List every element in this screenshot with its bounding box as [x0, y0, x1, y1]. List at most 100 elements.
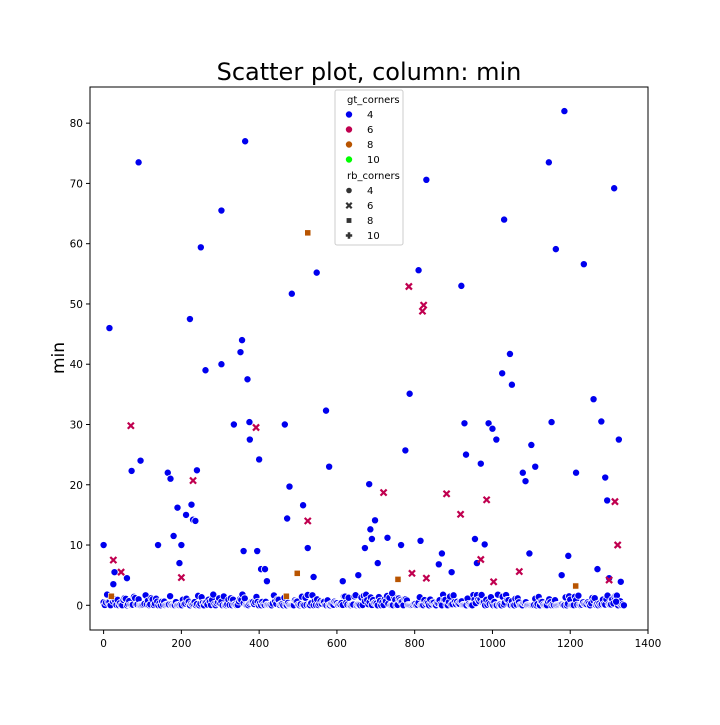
x-tick-label: 600 [327, 638, 347, 650]
baseline-point [449, 591, 458, 600]
data-point [229, 420, 238, 429]
data-point [192, 466, 201, 475]
data-point [416, 536, 425, 545]
data-point [105, 324, 114, 333]
legend-marker [345, 202, 353, 209]
data-point [614, 435, 623, 444]
data-point [293, 569, 301, 577]
data-point [460, 419, 469, 428]
y-tick-label: 60 [70, 239, 83, 251]
data-point [505, 349, 514, 358]
data-point [253, 547, 262, 556]
data-point [418, 307, 427, 316]
data-point [560, 107, 569, 116]
data-point [136, 456, 145, 465]
data-point [442, 489, 451, 498]
data-point [394, 576, 402, 583]
data-point [525, 549, 534, 558]
data-point [325, 462, 334, 471]
data-point [166, 474, 175, 483]
data-point [498, 369, 507, 378]
legend-marker [344, 125, 353, 134]
data-point [360, 544, 369, 553]
data-point [187, 500, 196, 509]
data-point [283, 514, 292, 523]
data-point [173, 503, 182, 512]
legend-style-label: 4 [367, 186, 373, 197]
data-point [252, 423, 260, 432]
data-point [593, 565, 602, 574]
data-point [371, 516, 380, 525]
data-point [564, 551, 573, 560]
data-point [422, 574, 431, 583]
axes-layer: 0 200 400 600 800 1000 1200 1400 0 10 20 30 40 50 60 70… [70, 86, 662, 650]
data-point [127, 466, 136, 475]
x-tick-label: 1400 [635, 638, 662, 650]
data-point [456, 510, 465, 519]
data-point [557, 571, 566, 580]
data-point [177, 541, 186, 550]
data-point [239, 547, 248, 556]
data-point [476, 555, 485, 564]
data-point [241, 137, 250, 146]
y-tick-label: 20 [70, 480, 83, 492]
data-point [189, 476, 197, 485]
y-tick-label: 40 [70, 359, 83, 371]
data-point [547, 418, 556, 427]
data-point [110, 568, 119, 577]
data-point [126, 421, 135, 430]
data-point [108, 592, 115, 600]
data-point [217, 206, 226, 215]
data-point [613, 541, 622, 549]
data-point [405, 389, 414, 398]
data-point [610, 184, 619, 193]
data-point [109, 580, 118, 589]
data-point [304, 229, 312, 237]
legend-style-title: rb_corners [347, 171, 400, 182]
x-tick-label: 1200 [557, 638, 584, 650]
baseline-point [574, 591, 583, 600]
data-point [338, 577, 347, 586]
data-point [201, 366, 210, 375]
data-point [447, 568, 456, 577]
x-tick-label: 200 [171, 638, 191, 650]
data-point [191, 516, 200, 525]
data-point [419, 301, 428, 310]
data-point [470, 534, 479, 543]
data-point [285, 482, 294, 491]
data-point [245, 435, 254, 444]
x-tick-label: 800 [405, 638, 425, 650]
data-point [492, 435, 501, 444]
data-point [414, 266, 423, 275]
data-point [236, 348, 245, 357]
legend-marker [344, 140, 353, 149]
data-point [175, 559, 184, 568]
data-point [527, 440, 536, 449]
data-point [260, 565, 269, 574]
data-point [507, 380, 516, 389]
data-point [303, 517, 312, 525]
y-tick-label: 10 [70, 540, 83, 552]
data-point [518, 468, 527, 477]
data-point [605, 576, 613, 584]
data-point [217, 360, 226, 369]
legend: gt_corners 4 6 8 10 rb_corners 4 6 8 10 [334, 89, 404, 246]
data-point [182, 510, 191, 519]
data-point [457, 281, 466, 290]
x-tick-label: 1000 [479, 638, 506, 650]
y-tick-label: 80 [70, 118, 83, 130]
data-point [99, 541, 108, 550]
data-point [405, 282, 413, 291]
data-point [544, 158, 553, 167]
data-point [154, 541, 163, 550]
y-tick-label: 0 [76, 600, 83, 612]
data-point [611, 497, 619, 506]
data-point [109, 556, 118, 564]
data-point [500, 215, 509, 224]
legend-hue-label: 6 [367, 125, 373, 136]
data-point [597, 417, 606, 426]
data-point [322, 406, 331, 415]
legend-marker [345, 186, 353, 195]
